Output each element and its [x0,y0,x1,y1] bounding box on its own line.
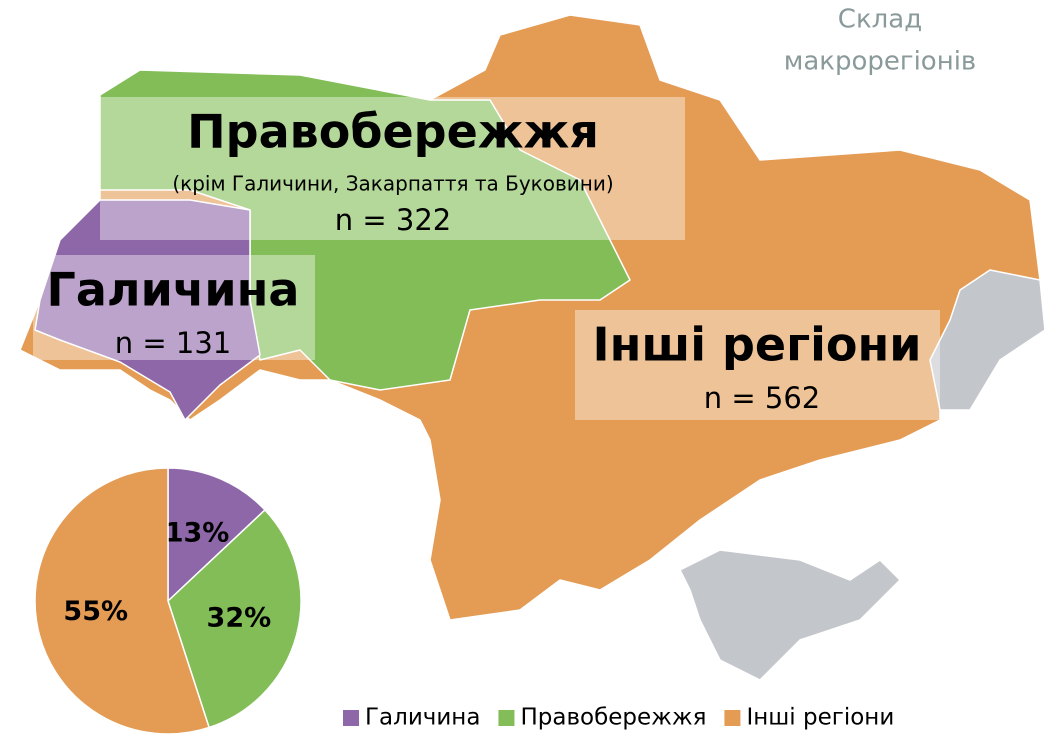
legend-label: Інші регіони [746,705,894,731]
map-crimea [679,549,901,681]
pie-label: 55% [63,596,128,627]
legend-swatch [498,710,515,726]
pie-slice [167,508,302,729]
region-name: Правобережжя [187,105,599,159]
region-count: n = 322 [335,203,451,237]
map-donbas [929,269,1046,411]
label-box [100,97,685,240]
legend: Галичина Правобережжя Інші регіони [343,705,894,731]
label-box [575,310,940,420]
label-box [33,255,315,360]
pie-slice [34,467,211,734]
pie-chart: 13% 32% 55% [34,467,302,734]
region-count: n = 131 [115,326,231,360]
legend-label: Галичина [365,705,480,731]
region-note: (крім Галичини, Закарпаття та Буковини) [172,172,613,196]
region-name: Інші регіони [592,318,921,372]
title: Склад [838,5,922,35]
pie-slice [167,467,267,603]
legend-swatch [343,710,359,726]
pie-label: 13% [165,517,230,548]
map-galicia [34,199,261,421]
legend-label: Правобережжя [520,705,706,731]
pie-label: 32% [207,603,272,634]
region-name: Галичина [47,263,300,317]
legend-swatch [724,710,741,726]
title: макрорегіонів [784,47,977,77]
map [19,14,1046,681]
region-count: n = 562 [704,381,820,415]
